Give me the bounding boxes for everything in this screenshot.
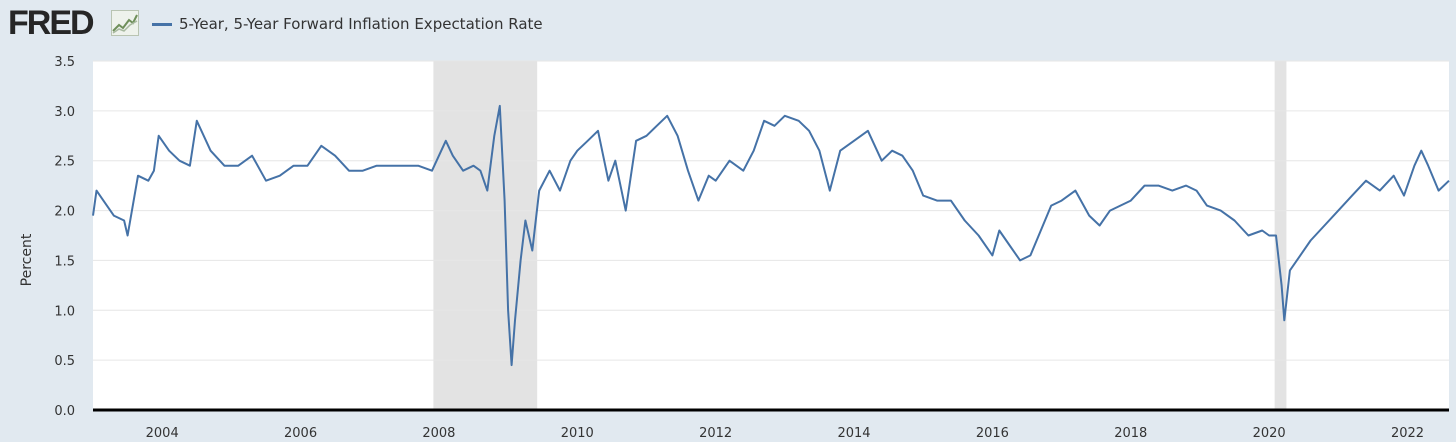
x-tick-label-2014: 2014 bbox=[837, 426, 870, 441]
x-tick-label-2004: 2004 bbox=[146, 426, 179, 441]
legend[interactable]: 5-Year, 5-Year Forward Inflation Expecta… bbox=[152, 12, 543, 36]
plot-area bbox=[93, 61, 1449, 410]
x-axis-ticks: 2004 2006 2008 2010 2012 2014 2016 2018 2020 2022 bbox=[146, 426, 1424, 441]
y-tick-label-3.0: 3.0 bbox=[54, 105, 75, 120]
y-tick-label-0.0: 0.0 bbox=[54, 404, 75, 419]
y-tick-label-1.5: 1.5 bbox=[54, 254, 75, 269]
x-tick-label-2012: 2012 bbox=[699, 426, 732, 441]
line-chart-icon bbox=[111, 10, 139, 36]
fred-logo: FRED bbox=[8, 4, 95, 42]
svg-text:Percent: Percent bbox=[19, 233, 35, 286]
y-gridlines bbox=[93, 60, 1449, 361]
y-axis-title: Percent bbox=[19, 233, 35, 286]
y-tick-label-0.5: 0.5 bbox=[54, 354, 75, 369]
y-tick-label-1.0: 1.0 bbox=[54, 304, 75, 319]
series-line-5y5y-forward-inflation bbox=[92, 104, 1450, 367]
x-tick-label-2016: 2016 bbox=[976, 426, 1009, 441]
y-tick-label-3.5: 3.5 bbox=[54, 55, 75, 70]
recession-shading bbox=[433, 61, 1287, 410]
y-tick-label-2.5: 2.5 bbox=[54, 155, 75, 170]
recession-band-1 bbox=[1274, 61, 1287, 410]
legend-label: 5-Year, 5-Year Forward Inflation Expecta… bbox=[179, 15, 543, 33]
legend-swatch bbox=[152, 22, 172, 26]
x-tick-label-2010: 2010 bbox=[561, 426, 594, 441]
y-axis-ticks: 0.0 0.5 1.0 1.5 2.0 2.5 3.0 3.5 bbox=[54, 55, 75, 419]
x-tick-label-2006: 2006 bbox=[284, 426, 317, 441]
x-tick-label-2020: 2020 bbox=[1253, 426, 1286, 441]
x-tick-label-2018: 2018 bbox=[1114, 426, 1147, 441]
y-tick-label-2.0: 2.0 bbox=[54, 205, 75, 220]
x-tick-label-2008: 2008 bbox=[422, 426, 455, 441]
chart-header: FRED 5-Year, 5-Year Forward Inflation Ex… bbox=[0, 0, 1456, 48]
recession-band-0 bbox=[433, 61, 538, 410]
x-tick-label-2022: 2022 bbox=[1391, 426, 1424, 441]
